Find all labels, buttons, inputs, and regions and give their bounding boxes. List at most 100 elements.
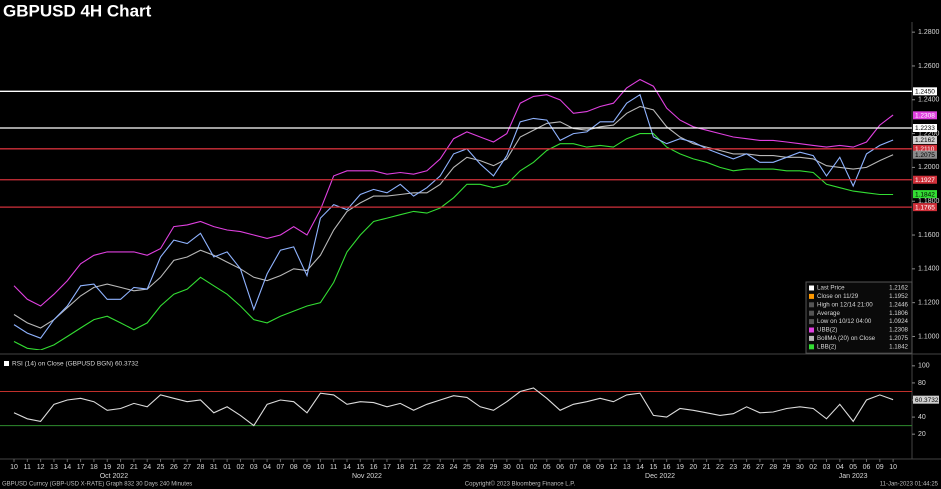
x-tick-label: 09 — [596, 464, 604, 471]
x-tick-label: 31 — [210, 464, 218, 471]
legend-name: Close on 11/29 — [817, 293, 859, 300]
x-tick-label: 21 — [130, 464, 138, 471]
x-tick-label: 02 — [237, 464, 245, 471]
price-tag-label: 1.1927 — [915, 177, 935, 184]
x-tick-label: 08 — [583, 464, 591, 471]
y-tick-label: 1.2000 — [918, 164, 940, 171]
panel-title: RSI (14) on Close (GBPUSD BGN) 60.3732 — [12, 361, 139, 368]
x-tick-label: 09 — [876, 464, 884, 471]
legend-name: BollMA (20) on Close — [817, 335, 876, 342]
x-tick-label: 28 — [476, 464, 484, 471]
x-tick-label: 26 — [743, 464, 751, 471]
x-tick-label: 08 — [290, 464, 298, 471]
x-tick-label: 13 — [50, 464, 58, 471]
legend-marker — [809, 344, 814, 350]
plot-area — [0, 387, 912, 427]
price-tag-label: 1.2075 — [915, 152, 935, 159]
x-tick-label: 04 — [836, 464, 844, 471]
legend-value: 1.2308 — [889, 327, 908, 334]
x-tick-label: 10 — [889, 464, 897, 471]
legend-name: High on 12/14 21:00 — [817, 301, 873, 308]
x-tick-label: 06 — [556, 464, 564, 471]
legend-value: 1.1842 — [889, 343, 908, 350]
legend-name: Average — [817, 310, 840, 317]
y-tick-label: 1.2600 — [918, 63, 940, 70]
price-tag — [913, 87, 937, 96]
chart-title: GBPUSD 4H Chart — [3, 1, 152, 20]
x-tick-label: 16 — [663, 464, 671, 471]
y-tick-label: 1.1600 — [918, 232, 940, 239]
price-tag — [913, 190, 937, 199]
x-tick-label: 21 — [410, 464, 418, 471]
x-tick-label: 24 — [450, 464, 458, 471]
x-tick-label: 06 — [863, 464, 871, 471]
x-tick-label: 14 — [636, 464, 644, 471]
x-tick-label: 26 — [170, 464, 178, 471]
x-tick-label: 07 — [570, 464, 578, 471]
y-tick-label: 1.1800 — [918, 198, 940, 205]
price-tag — [913, 203, 937, 212]
legend-marker — [809, 319, 814, 325]
plot-area — [13, 78, 894, 350]
legend-value: 1.2446 — [889, 301, 908, 308]
title-marker — [4, 361, 9, 366]
x-tick-label: 13 — [623, 464, 631, 471]
legend-value: 1.2075 — [889, 335, 908, 342]
y-tick-label: 100 — [918, 363, 930, 370]
legend-name: UBB(2) — [817, 327, 837, 334]
legend-marker — [809, 335, 814, 341]
x-tick-label: 12 — [610, 464, 618, 471]
x-tick-label: 28 — [769, 464, 777, 471]
footer-center: Copyright© 2023 Bloomberg Finance L.P. — [465, 481, 576, 488]
x-tick-label: 18 — [396, 464, 404, 471]
legend-name: Low on 10/12 04:00 — [817, 318, 872, 325]
x-tick-label: 11 — [24, 464, 31, 471]
x-tick-label: 15 — [649, 464, 657, 471]
legend-value: 1.1806 — [889, 310, 908, 317]
x-tick-label: 01 — [516, 464, 524, 471]
x-tick-label: 29 — [490, 464, 498, 471]
legend-value: 1.2162 — [889, 285, 908, 292]
x-tick-label: 17 — [77, 464, 85, 471]
y-tick-label: 20 — [918, 431, 926, 438]
x-tick-label: 11 — [330, 464, 337, 471]
x-tick-label: 04 — [263, 464, 271, 471]
x-tick-label: 14 — [63, 464, 71, 471]
month-label: Jan 2023 — [839, 473, 868, 480]
x-tick-label: 15 — [356, 464, 364, 471]
x-tick-label: 05 — [543, 464, 551, 471]
x-tick-label: 25 — [157, 464, 165, 471]
x-tick-label: 09 — [303, 464, 311, 471]
price-tag-label: 1.2308 — [915, 113, 935, 120]
price-tag-label: 1.2233 — [915, 125, 935, 132]
x-tick-label: 10 — [10, 464, 18, 471]
footer-left: GBPUSD Curncy (GBP-USD X-RATE) Graph 832… — [2, 482, 192, 488]
footer-right: 11-Jan-2023 01:44:25 — [880, 482, 939, 488]
x-tick-label: 28 — [197, 464, 205, 471]
x-tick-label: 14 — [343, 464, 351, 471]
y-tick-label: 1.1000 — [918, 333, 940, 340]
price-tag — [913, 144, 937, 153]
x-tick-label: 19 — [676, 464, 684, 471]
y-tick-label: 80 — [918, 380, 926, 387]
price-tag-label: 1.2450 — [915, 89, 935, 96]
x-tick-label: 16 — [370, 464, 378, 471]
month-label: Oct 2022 — [100, 473, 129, 480]
month-label: Nov 2022 — [352, 473, 382, 480]
month-label: Dec 2022 — [645, 473, 675, 480]
x-tick-label: 10 — [316, 464, 324, 471]
legend-name: Last Price — [817, 285, 845, 292]
x-tick-label: 01 — [223, 464, 231, 471]
x-tick-label: 23 — [729, 464, 737, 471]
x-tick-label: 27 — [183, 464, 191, 471]
x-tick-label: 17 — [383, 464, 391, 471]
x-tick-label: 29 — [783, 464, 791, 471]
x-tick-label: 19 — [103, 464, 111, 471]
price-tag — [913, 150, 937, 159]
x-tick-label: 05 — [849, 464, 857, 471]
price-tag — [913, 124, 937, 133]
price-tag — [913, 175, 937, 184]
price-tag-label: 1.2162 — [915, 137, 935, 144]
legend-marker — [809, 327, 814, 333]
